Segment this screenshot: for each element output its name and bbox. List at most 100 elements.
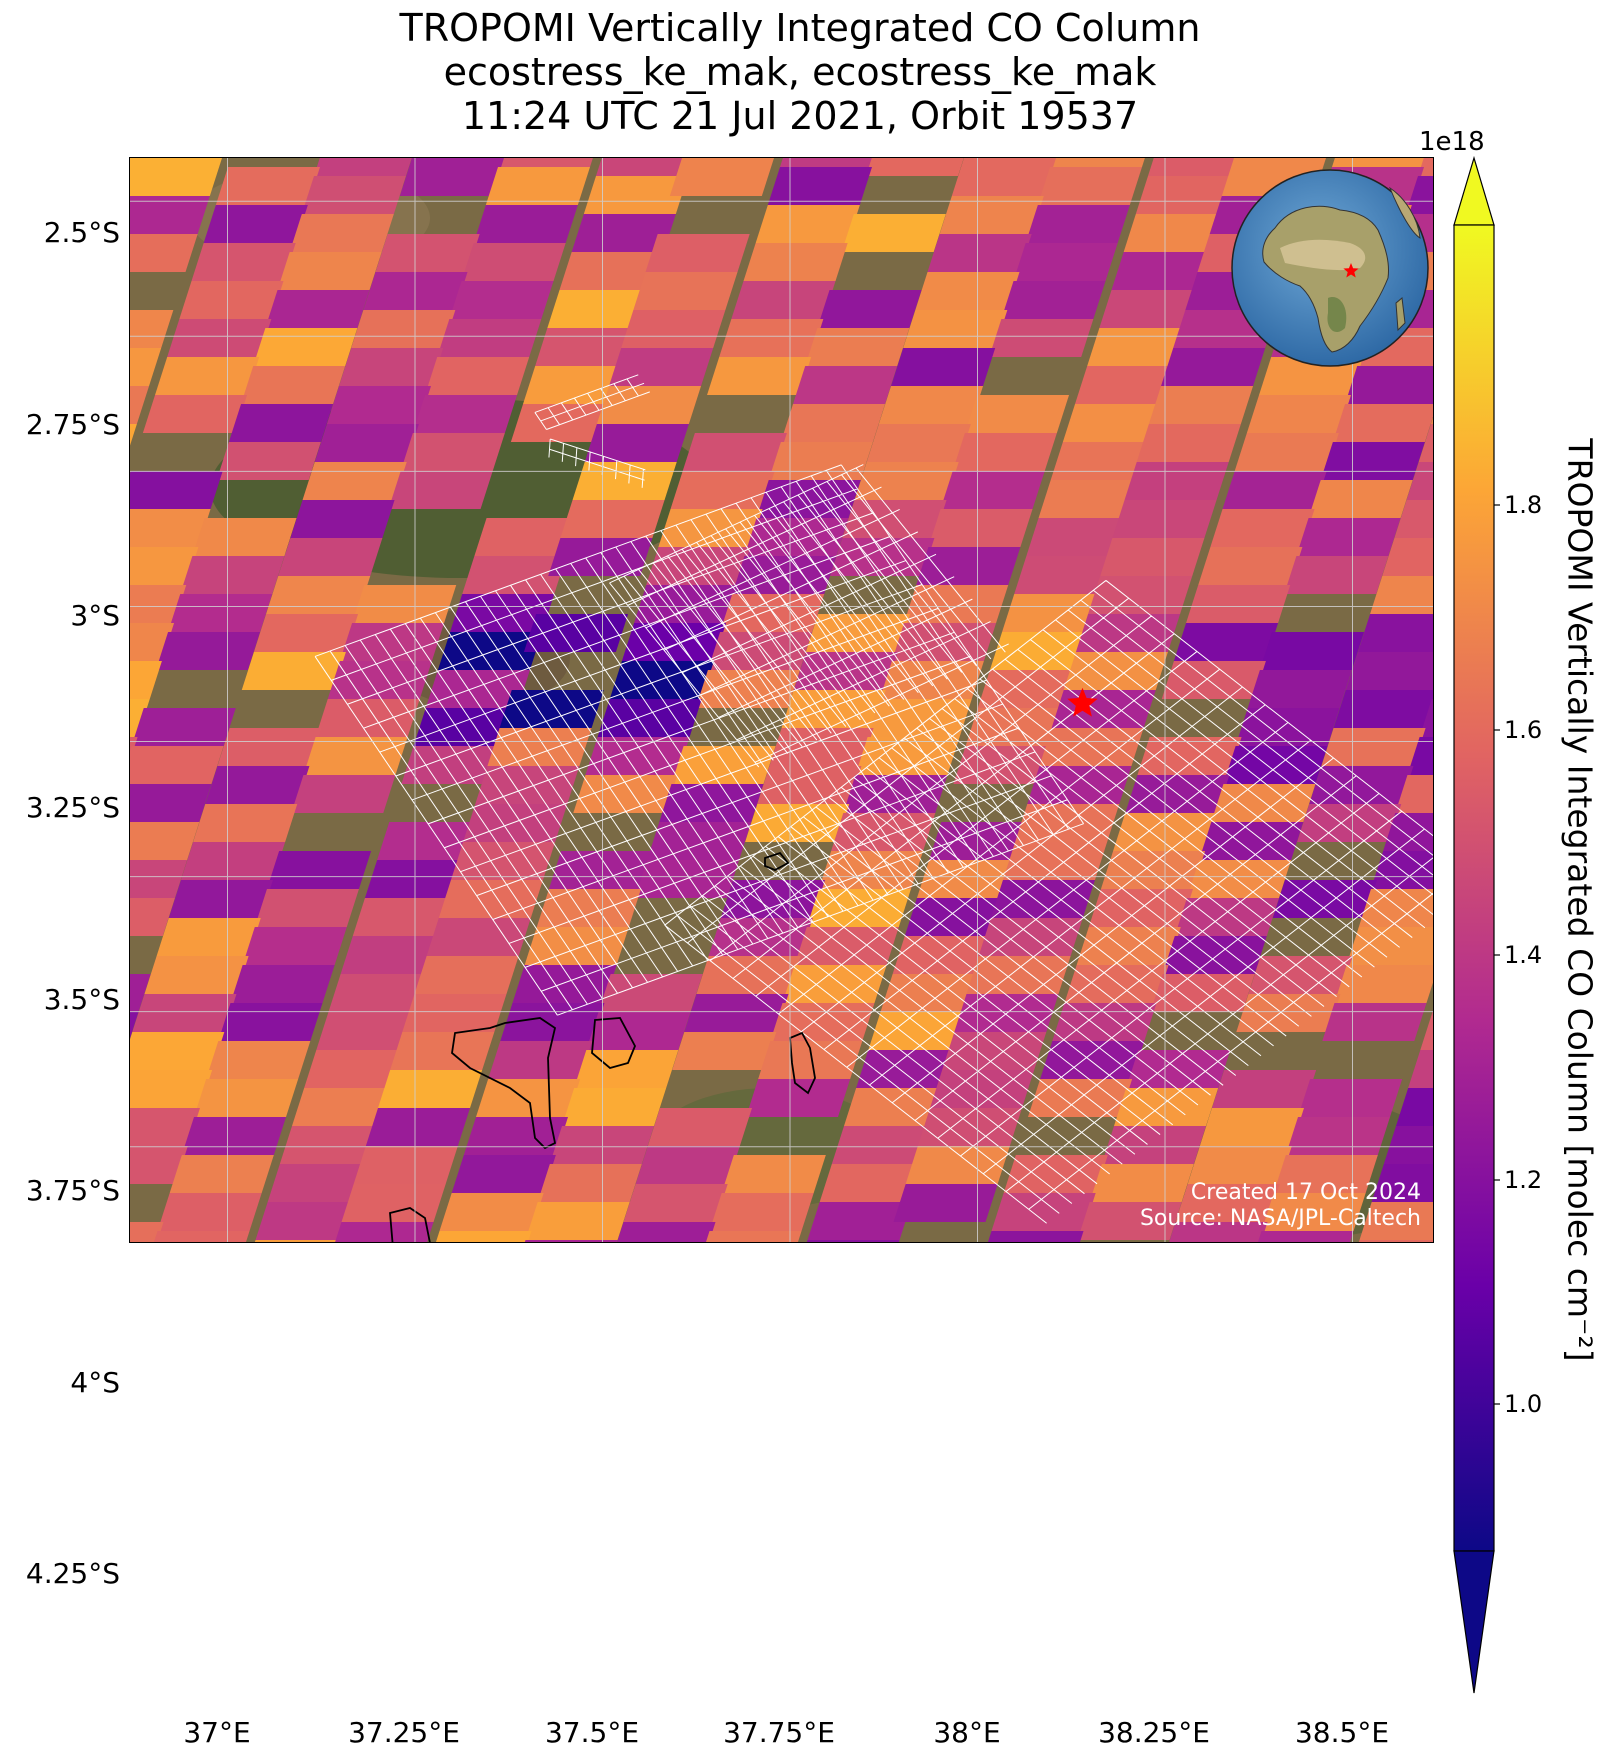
co-pixel — [191, 243, 296, 281]
co-pixel — [842, 500, 947, 538]
co-pixel — [1026, 518, 1131, 556]
footprint-scene — [609, 464, 1009, 768]
co-pixel — [463, 804, 568, 842]
co-pixel — [942, 1032, 1047, 1070]
co-pixel — [1135, 176, 1240, 214]
co-pixel — [1037, 167, 1142, 205]
co-pixel — [414, 956, 519, 994]
co-pixel — [915, 272, 1020, 310]
co-pixel — [254, 1240, 348, 1242]
co-pixel — [1345, 652, 1433, 690]
co-pixel — [279, 1126, 384, 1164]
co-pixel — [130, 974, 151, 1012]
co-pixel — [130, 746, 224, 784]
colorbar — [1453, 155, 1500, 1694]
co-pixel — [1015, 804, 1120, 842]
co-pixel — [720, 880, 825, 918]
co-pixel — [1052, 1003, 1157, 1041]
co-pixel — [1358, 1240, 1433, 1242]
co-pixel — [461, 243, 566, 281]
footprint-scene — [314, 464, 1085, 1016]
co-pixel — [340, 936, 445, 974]
co-pixel — [583, 176, 688, 214]
co-pixel — [572, 462, 677, 500]
lat-label: 2.75°S — [25, 408, 120, 441]
co-pixel — [1126, 1050, 1231, 1088]
co-pixel — [1100, 538, 1205, 576]
co-pixel — [659, 784, 764, 822]
co-pixel — [218, 1003, 323, 1041]
co-pixel — [770, 1003, 875, 1041]
co-pixel — [1234, 433, 1339, 471]
co-pixel — [574, 1050, 679, 1088]
lat-label: 3.25°S — [25, 791, 120, 824]
co-pixel — [1077, 1202, 1182, 1240]
inset-globe-icon — [1231, 169, 1429, 367]
co-pixel — [535, 328, 640, 366]
co-pixel — [1100, 851, 1206, 889]
co-pixel — [378, 1070, 483, 1108]
co-pixel — [1040, 1041, 1145, 1079]
co-pixel — [266, 851, 372, 889]
co-pixel — [1345, 366, 1433, 404]
co-pixel — [805, 614, 911, 652]
co-pixel — [880, 974, 985, 1012]
co-pixel — [156, 918, 261, 956]
colorbar-tick: 1.8 — [1504, 491, 1543, 519]
co-pixel — [289, 214, 394, 252]
co-pixel — [658, 509, 763, 547]
co-pixel — [1114, 1088, 1219, 1126]
co-pixel — [1332, 158, 1427, 167]
co-pixel — [878, 386, 984, 424]
co-pixel — [940, 471, 1045, 509]
co-pixel — [241, 366, 346, 404]
co-pixel — [782, 965, 887, 1003]
co-pixel — [192, 518, 297, 556]
co-pixel — [241, 652, 346, 690]
co-pixel — [621, 310, 726, 348]
co-pixel — [130, 471, 223, 509]
co-pixel — [571, 214, 676, 252]
co-pixel — [769, 728, 874, 766]
co-pixel — [1198, 547, 1303, 585]
co-pixel — [1001, 281, 1106, 319]
co-pixel — [130, 1146, 188, 1184]
footprint-grid — [664, 580, 1433, 1224]
co-pixel — [1174, 898, 1279, 936]
co-pixel — [1025, 205, 1130, 243]
colorbar-tick: 1.2 — [1504, 1166, 1543, 1194]
co-pixel — [131, 708, 236, 746]
co-pixel — [1038, 480, 1143, 518]
boundary-contour — [789, 1031, 816, 1095]
co-pixel — [485, 167, 590, 205]
lon-label: 37.75°E — [723, 1716, 835, 1749]
co-pixel — [487, 728, 592, 766]
co-pixel — [301, 176, 406, 214]
co-pixel — [426, 918, 531, 956]
co-pixel — [341, 1184, 446, 1222]
co-pixel — [609, 661, 714, 699]
lon-label: 37.5°E — [544, 1716, 640, 1749]
boundary-contour — [451, 1017, 557, 1150]
co-pixel — [316, 1012, 421, 1050]
co-pixel — [402, 994, 507, 1032]
co-pixel — [266, 576, 371, 614]
co-pixel — [1175, 1184, 1280, 1222]
co-pixel — [390, 1032, 495, 1070]
co-pixel — [1405, 176, 1433, 214]
lon-label: 37.25°E — [348, 1716, 460, 1749]
lon-label: 38.25°E — [1098, 1716, 1210, 1749]
boundary-contour — [389, 1207, 431, 1242]
co-pixel — [731, 281, 836, 319]
co-pixel — [989, 319, 1094, 357]
co-pixel — [537, 1164, 642, 1202]
co-pixel — [647, 1108, 752, 1146]
co-pixel — [617, 1222, 716, 1242]
site-star-icon — [1067, 687, 1098, 717]
co-pixel — [1235, 708, 1340, 746]
co-pixel — [130, 661, 162, 699]
co-pixel — [1089, 1164, 1194, 1202]
colorbar-exponent: 1e18 — [1419, 127, 1485, 157]
co-pixel — [755, 205, 860, 243]
co-pixel — [930, 1070, 1035, 1108]
